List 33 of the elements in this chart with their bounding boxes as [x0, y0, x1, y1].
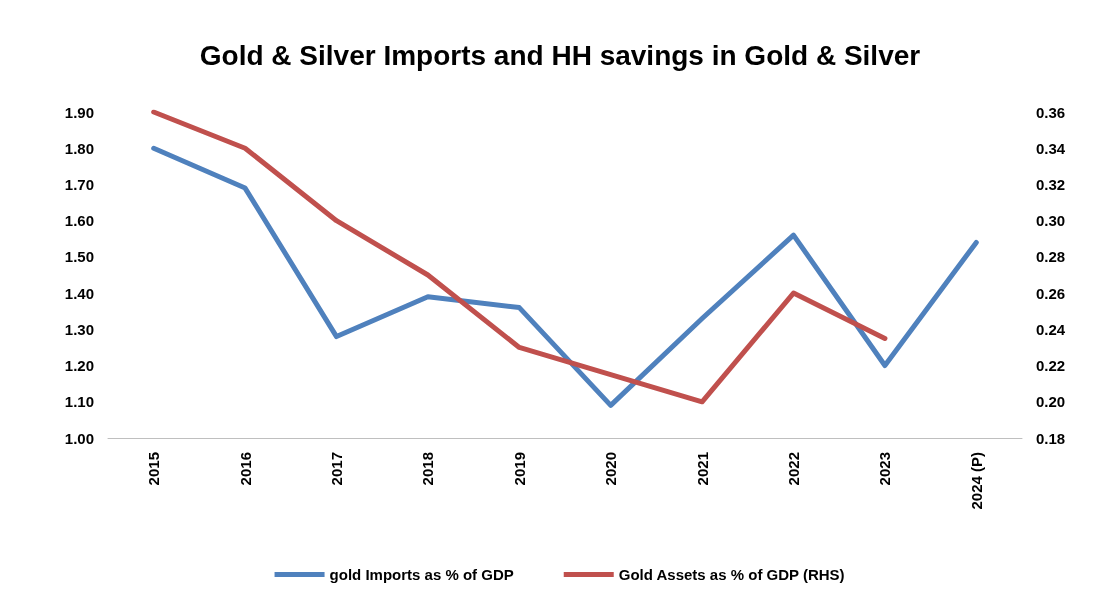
- y-tick-label: 1.00: [64, 429, 94, 447]
- y2-tick-label: 0.30: [1036, 212, 1066, 230]
- y-tick-label: 1.20: [64, 357, 94, 375]
- y2-tick-label: 0.20: [1036, 393, 1066, 411]
- y2-tick-label: 0.24: [1036, 320, 1066, 338]
- x-tick-label: 2021: [693, 452, 711, 486]
- x-tick-label: 2023: [876, 452, 894, 486]
- legend-label: Gold Assets as % of GDP (RHS): [618, 566, 845, 583]
- y2-tick-label: 0.26: [1036, 284, 1066, 302]
- y2-tick-label: 0.34: [1036, 139, 1066, 157]
- x-tick-label: 2024 (P): [967, 452, 985, 510]
- y-tick-label: 1.90: [64, 103, 94, 121]
- y-tick-label: 1.80: [64, 139, 94, 157]
- x-tick-label: 2020: [602, 452, 620, 486]
- y2-tick-label: 0.18: [1036, 429, 1066, 447]
- y-tick-label: 1.50: [64, 248, 94, 266]
- y2-tick-label: 0.32: [1036, 175, 1066, 193]
- y-tick-label: 1.40: [64, 284, 94, 302]
- x-tick-label: 2019: [510, 452, 528, 486]
- y-tick-label: 1.10: [64, 393, 94, 411]
- x-tick-label: 2022: [785, 452, 802, 486]
- y2-tick-label: 0.36: [1036, 103, 1066, 121]
- x-tick-label: 2018: [419, 452, 437, 486]
- y2-tick-label: 0.28: [1036, 248, 1066, 266]
- x-tick-label: 2016: [236, 452, 254, 486]
- y-tick-label: 1.70: [64, 175, 94, 193]
- y-tick-label: 1.60: [64, 212, 94, 230]
- x-tick-label: 2015: [145, 452, 163, 486]
- x-tick-label: 2017: [328, 452, 345, 486]
- y-tick-label: 1.30: [64, 320, 94, 338]
- chart-title: Gold & Silver Imports and HH savings in Gold & Silver: [199, 39, 921, 71]
- y2-tick-label: 0.22: [1036, 357, 1066, 375]
- legend-label: gold Imports as % of GDP: [329, 566, 514, 583]
